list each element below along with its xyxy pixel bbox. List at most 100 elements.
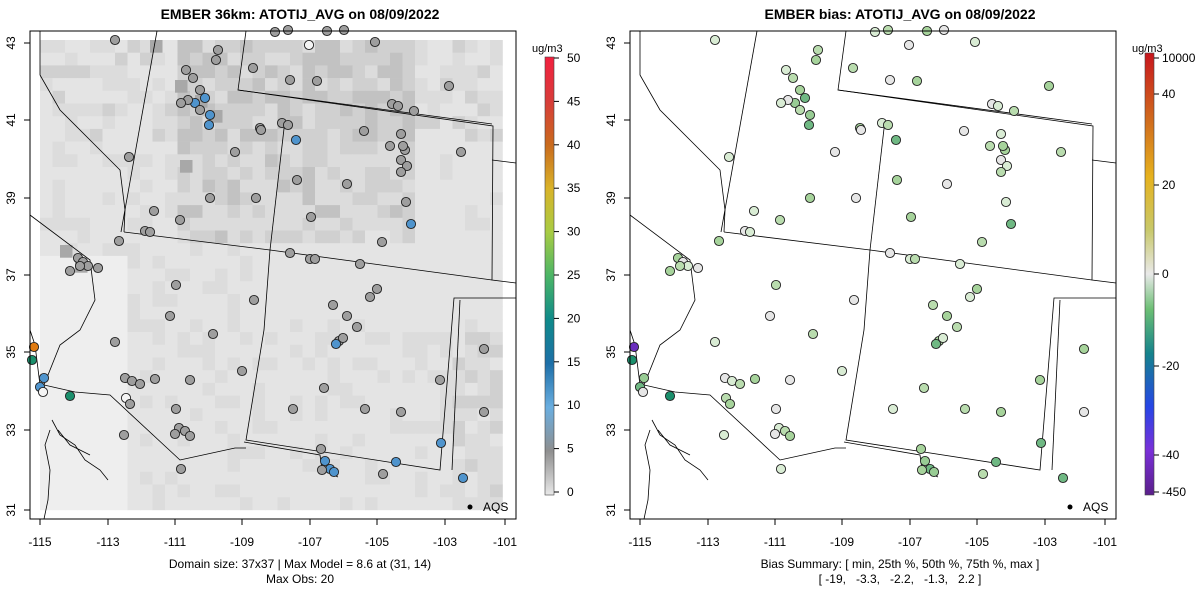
grid-cell: [165, 370, 178, 384]
grid-cell: [165, 382, 178, 396]
site-marker: [1005, 218, 1017, 230]
grid-cell: [315, 344, 328, 358]
grid-cell: [352, 332, 366, 346]
grid-cell: [302, 116, 316, 130]
grid-cell: [90, 167, 103, 180]
grid-cell: [265, 459, 278, 473]
grid-cell: [290, 344, 303, 358]
grid-cell: [440, 471, 453, 485]
grid-cell: [390, 243, 403, 257]
grid-cell: [202, 484, 216, 498]
grid-cell: [265, 90, 278, 104]
grid-cell: [77, 103, 91, 117]
grid-cell: [40, 408, 53, 422]
grid-cell: [52, 344, 66, 358]
colorbar: ug/m3 0 5 10 15 20 25 30 35 40 45 50: [532, 43, 581, 499]
grid-cell: [302, 192, 316, 206]
grid-cell: [315, 497, 328, 511]
grid-cell: [227, 281, 241, 295]
grid-cell: [477, 154, 491, 168]
colorbar-tick-label: 50: [567, 51, 581, 65]
grid-cell: [40, 306, 53, 320]
grid-cell: [215, 154, 228, 168]
grid-cell: [327, 103, 341, 117]
grid-cell: [252, 421, 266, 434]
grid-cell: [265, 332, 278, 346]
grid-cell: [427, 484, 441, 498]
colorbar-gradient: [1144, 52, 1155, 496]
site-marker: [390, 456, 402, 468]
grid-cell: [215, 421, 228, 434]
grid-cell: [252, 205, 266, 219]
grid-cell: [265, 294, 278, 307]
site-marker: [37, 386, 49, 398]
grid-cell: [402, 205, 416, 219]
grid-cell: [452, 421, 466, 434]
grid-cell: [315, 230, 328, 244]
grid-cell: [490, 344, 503, 358]
grid-cell: [390, 255, 403, 269]
grid-cell: [265, 319, 278, 333]
grid-cell: [477, 319, 491, 333]
grid-cell: [290, 281, 303, 295]
grid-cell: [440, 484, 453, 498]
grid-cell: [215, 382, 228, 396]
site-marker: [829, 146, 841, 158]
grid-cell: [440, 141, 453, 155]
grid-cell: [152, 332, 166, 346]
grid-cell: [465, 357, 478, 371]
grid-cell: [150, 40, 163, 53]
grid-cell: [465, 433, 478, 447]
grid-cell: [465, 154, 478, 168]
grid-cell: [77, 154, 91, 168]
site-marker: [194, 84, 206, 96]
grid-cell: [90, 52, 103, 66]
grid-cell: [415, 205, 428, 219]
grid-cell: [115, 52, 128, 66]
grid-cell: [290, 40, 303, 53]
grid-cell: [140, 192, 153, 206]
grid-cell: [90, 433, 103, 447]
grid-cell: [377, 205, 391, 219]
grid-cell: [252, 90, 266, 104]
grid-cell: [340, 205, 353, 219]
grid-cell: [440, 116, 453, 130]
grid-cell: [127, 255, 141, 269]
grid-cell: [252, 179, 266, 193]
site-marker: [255, 124, 267, 136]
state-border-line: [237, 89, 517, 284]
site-marker: [364, 291, 376, 303]
site-marker: [848, 294, 860, 306]
grid-cell: [340, 128, 353, 142]
grid-cell: [365, 141, 378, 155]
grid-cell: [415, 90, 428, 104]
grid-cell: [152, 459, 166, 473]
site-marker: [282, 119, 294, 131]
grid-cell: [427, 154, 441, 168]
grid-cell: [227, 459, 241, 473]
grid-cell: [490, 459, 503, 473]
grid-cell: [52, 217, 66, 231]
grid-cell: [377, 103, 391, 117]
grid-cell: [140, 433, 153, 447]
grid-cell: [365, 382, 378, 396]
site-marker: [764, 310, 776, 322]
site-marker: [882, 24, 894, 36]
grid-cell: [202, 370, 216, 384]
grid-cell: [265, 357, 278, 371]
grid-cell: [302, 471, 316, 485]
grid-cell: [490, 141, 503, 155]
grid-cell: [40, 40, 53, 53]
grid-cell: [277, 230, 291, 244]
grid-cell: [52, 395, 66, 409]
grid-cell: [477, 395, 491, 409]
grid-cell: [402, 446, 416, 460]
grid-cell: [302, 332, 316, 346]
grid-cell: [177, 319, 191, 333]
grid-cell: [140, 370, 153, 384]
grid-cell: [52, 268, 66, 282]
grid-cell: [452, 484, 466, 498]
site-marker: [311, 75, 323, 87]
grid-cell: [440, 217, 453, 231]
grid-cell: [52, 103, 66, 117]
